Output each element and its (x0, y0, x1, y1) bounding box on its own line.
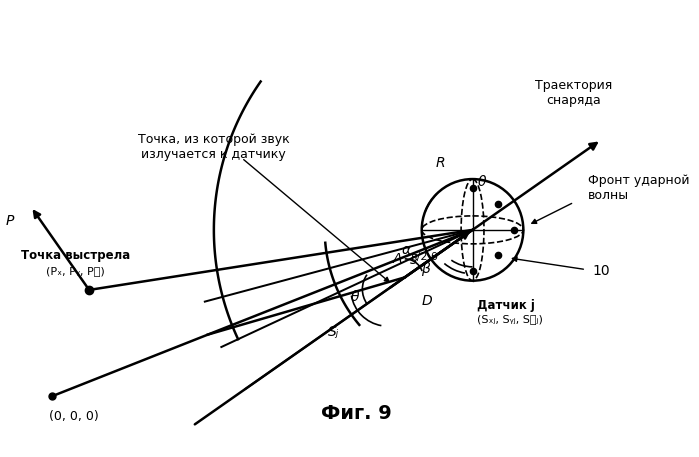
Text: θ: θ (351, 290, 360, 303)
Text: (Sₓⱼ, Sᵧⱼ, Sᵴⱼ): (Sₓⱼ, Sᵧⱼ, Sᵴⱼ) (477, 314, 543, 324)
Text: R: R (435, 156, 445, 170)
Text: Траектория
снаряда: Траектория снаряда (535, 80, 612, 107)
Text: Датчик j: Датчик j (477, 299, 535, 312)
Text: Фронт ударной
волны: Фронт ударной волны (588, 174, 689, 202)
Text: α: α (401, 243, 410, 257)
Text: A: A (392, 252, 402, 266)
Text: Sⱼ: Sⱼ (329, 324, 340, 339)
Text: (Pₓ, Pᵧ, Pᵴ): (Pₓ, Pᵧ, Pᵴ) (46, 266, 105, 276)
Text: Точка выстрела: Точка выстрела (21, 249, 130, 262)
Text: D: D (421, 294, 432, 308)
Text: (0, 0, 0): (0, 0, 0) (50, 410, 99, 423)
Text: s: s (410, 253, 417, 266)
Text: P: P (6, 213, 14, 228)
Text: 10: 10 (593, 265, 610, 278)
Text: Фиг. 9: Фиг. 9 (321, 404, 392, 423)
Text: β: β (421, 261, 431, 276)
Text: π/2·θ: π/2·θ (411, 252, 439, 262)
Text: Точка, из которой звук
излучается к датчику: Точка, из которой звук излучается к датч… (138, 133, 290, 161)
Text: θ: θ (477, 175, 486, 189)
